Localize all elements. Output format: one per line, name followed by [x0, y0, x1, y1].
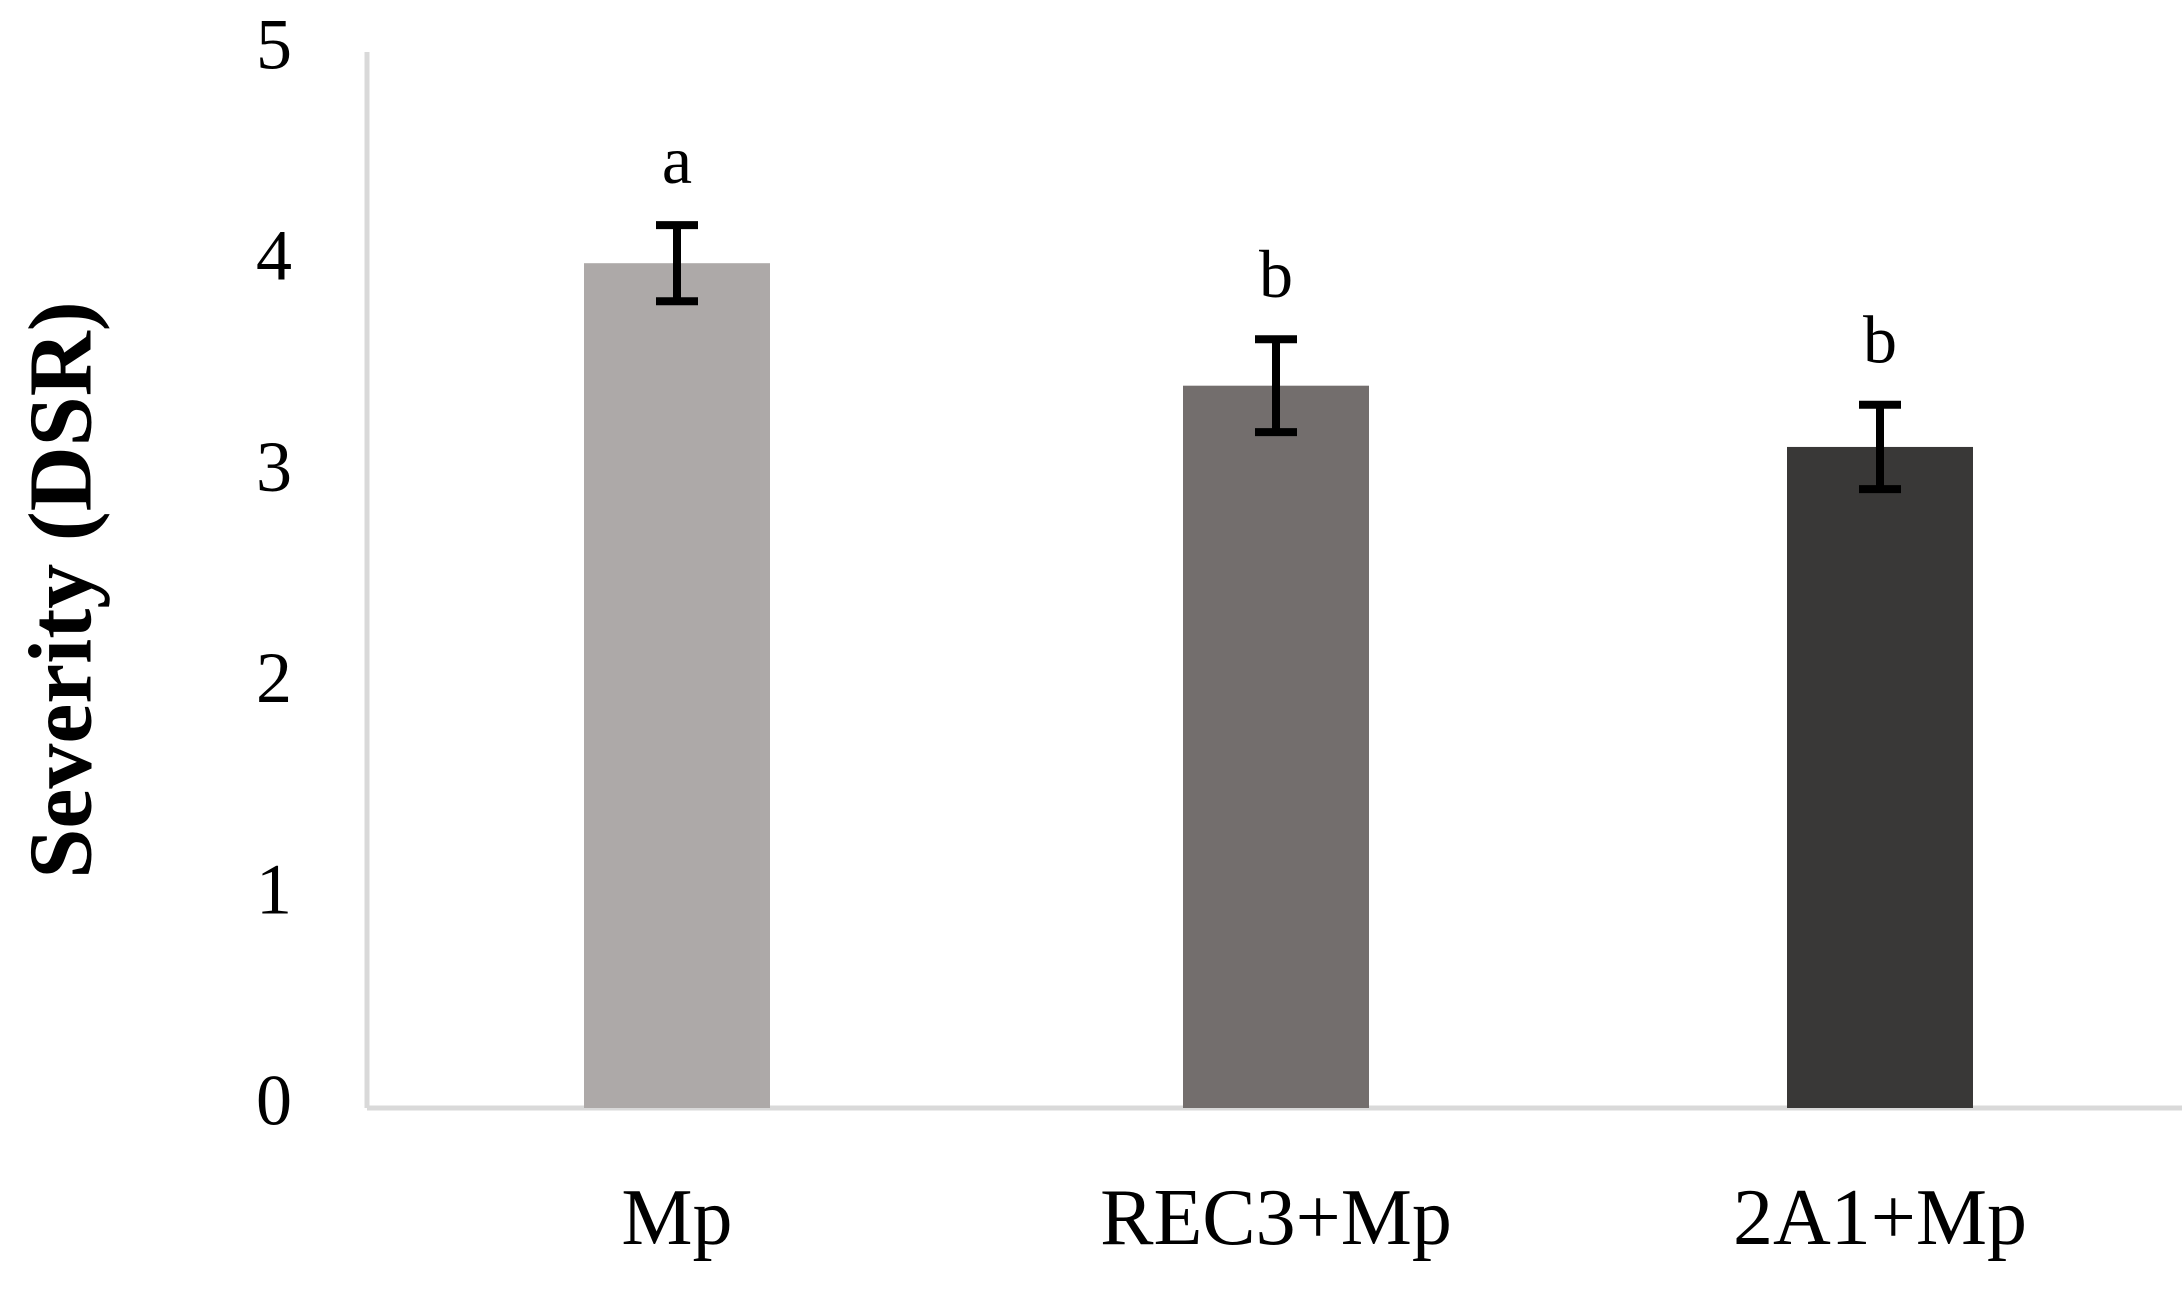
bar [1183, 385, 1369, 1108]
y-tick-label: 2 [256, 638, 292, 718]
y-tick-label: 1 [256, 849, 292, 929]
significance-letter: b [1259, 236, 1293, 312]
x-category-label: REC3+Mp [1100, 1174, 1452, 1262]
x-category-label: Mp [621, 1174, 732, 1262]
significance-letter: a [662, 122, 692, 198]
y-tick-label: 5 [256, 5, 292, 85]
y-tick-label: 3 [256, 427, 292, 507]
bar [584, 263, 770, 1108]
significance-letter: b [1863, 302, 1897, 378]
y-tick-label: 4 [256, 216, 292, 296]
bar [1787, 446, 1973, 1109]
y-tick-label: 0 [256, 1061, 292, 1141]
y-axis-title: Severity (DSR) [12, 301, 111, 878]
x-category-label: 2A1+Mp [1733, 1174, 2027, 1262]
